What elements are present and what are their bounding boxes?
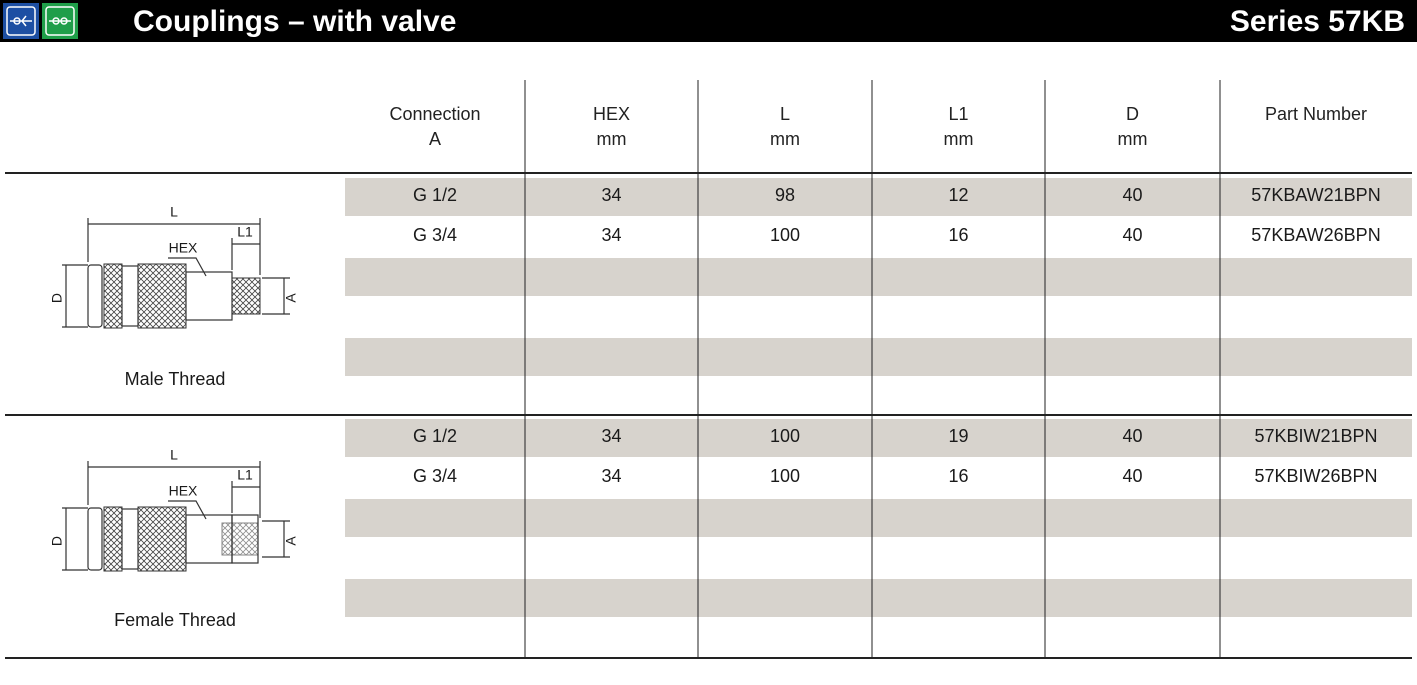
dim-label: L1 [237,224,253,240]
dim-label: L1 [237,467,253,483]
cell: G 1/2 [413,185,457,205]
cell: 40 [1122,426,1142,446]
series-label: Series 57KB [1230,5,1405,38]
body [87,264,103,328]
table: Connection A HEX mm Lmm L1 mm Dmm Part Number G 1… [5,80,1412,659]
row-shade [345,178,1412,216]
row-shade [345,499,1412,537]
column-header: A [429,129,441,149]
column-header: Part Number [1265,104,1367,124]
row-shade [345,419,1412,457]
hex [185,271,233,321]
dim-L [87,218,261,275]
dim-label: A [283,293,299,303]
body [87,507,103,571]
cell: 100 [770,426,800,446]
cell: G 3/4 [413,466,457,486]
cell: 34 [601,426,621,446]
thread [231,277,261,315]
dim-D [62,264,88,328]
coupling-diagram: L L1 HEX D A [49,204,299,329]
dim-L1 [231,238,260,270]
cell: 16 [948,225,968,245]
cell: 12 [948,185,968,205]
dim-label: D [49,536,65,546]
column-header: L [780,104,790,124]
cell: 57KBIW26BPN [1254,466,1377,486]
dim-D [62,507,88,571]
row-shade [345,579,1412,617]
column-header: mm [770,129,800,149]
cell: 40 [1122,225,1142,245]
cell: 57KBAW21BPN [1251,185,1380,205]
thread-in [221,522,259,556]
dim-L1 [231,481,260,513]
cell: 57KBAW26BPN [1251,225,1380,245]
sleeve [121,265,139,327]
section-label: Female Thread [114,610,236,630]
cell: 34 [601,225,621,245]
dim-label: L [170,447,178,463]
header-bar [0,0,1417,42]
hex-leader [168,500,207,520]
column-header: D [1126,104,1139,124]
cell: G 1/2 [413,426,457,446]
dim-L [87,461,261,518]
cell: 100 [770,225,800,245]
knurl-a [103,263,123,329]
cell: 98 [775,185,795,205]
icon-green [42,3,78,39]
hex-leader [168,257,207,277]
cell: 40 [1122,466,1142,486]
dim-label: A [283,536,299,546]
dim-A [262,520,290,558]
knurl-b [137,506,187,572]
column-header: L1 [948,104,968,124]
section-label: Male Thread [125,369,226,389]
cell: G 3/4 [413,225,457,245]
cell: 40 [1122,185,1142,205]
coupling-diagram: L L1 HEX D A [49,447,299,572]
end [231,514,259,564]
cell: 34 [601,466,621,486]
cell: 16 [948,466,968,486]
column-header: HEX [593,104,630,124]
column-header: Connection [389,104,480,124]
title: Couplings – with valve [133,5,456,38]
cell: 19 [948,426,968,446]
knurl-a [103,506,123,572]
dim-label: L [170,204,178,220]
column-header: mm [597,129,627,149]
dim-label: D [49,293,65,303]
dim-label: HEX [169,240,198,256]
knurl-b [137,263,187,329]
row-shade [345,258,1412,296]
icon-blue [3,3,39,39]
cell: 34 [601,185,621,205]
column-header: mm [944,129,974,149]
cell: 57KBIW21BPN [1254,426,1377,446]
dim-A [262,277,290,315]
row-shade [345,338,1412,376]
column-header: mm [1118,129,1148,149]
sleeve [121,508,139,570]
cell: 100 [770,466,800,486]
dim-label: HEX [169,483,198,499]
